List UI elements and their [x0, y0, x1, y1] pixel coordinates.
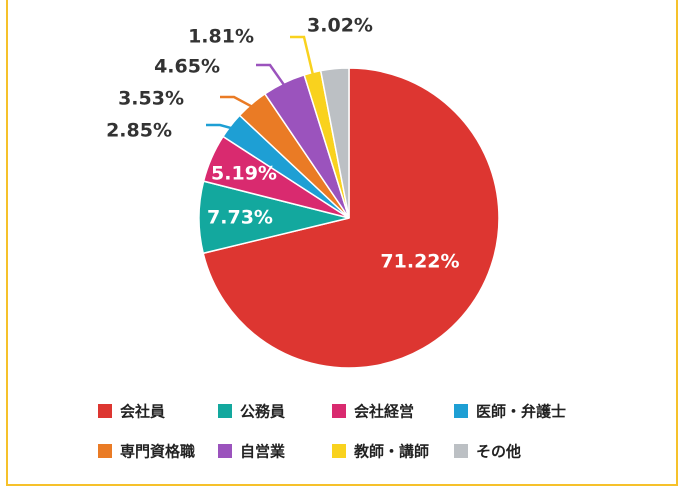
legend-label-0: 会社員 [120, 403, 165, 421]
legend-swatch-4 [98, 444, 112, 458]
data-label-1: 7.73% [207, 207, 273, 229]
data-label-4: 3.53% [118, 88, 184, 110]
data-label-2: 5.19% [211, 163, 277, 185]
data-label-5: 4.65% [154, 56, 220, 78]
data-label-3: 2.85% [106, 120, 172, 142]
leader-line-4 [220, 95, 257, 110]
pie-slices [198, 67, 500, 369]
legend-swatch-2 [332, 404, 346, 418]
data-label-0: 71.22% [380, 251, 459, 273]
slice-0 [202, 67, 500, 369]
data-label-7: 3.02% [307, 15, 373, 37]
legend-swatch-0 [98, 404, 112, 418]
leader-line-5 [256, 63, 288, 90]
slice-7 [319, 67, 350, 219]
legend-swatch-7 [454, 444, 468, 458]
leader-line-3 [206, 123, 236, 131]
legend-label-7: その他 [476, 443, 521, 461]
legend-swatch-1 [218, 404, 232, 418]
legend-swatch-3 [454, 404, 468, 418]
legend-label-2: 会社経営 [354, 403, 414, 421]
legend-label-5: 自営業 [240, 443, 286, 461]
legend-label-4: 専門資格職 [120, 443, 195, 461]
legend-swatch-5 [218, 444, 232, 458]
leader-line-6 [290, 35, 316, 79]
legend-label-3: 医師・弁護士 [476, 403, 566, 421]
legend-label-1: 公務員 [240, 403, 285, 421]
data-label-6: 1.81% [188, 26, 254, 48]
legend-label-6: 教師・講師 [353, 443, 429, 461]
legend-swatch-6 [332, 444, 346, 458]
data-labels: 71.22% 7.73% 5.19% 2.85% 3.53% 4.65% 1.81% 3.02… [106, 15, 459, 273]
leader-lines [206, 35, 316, 131]
